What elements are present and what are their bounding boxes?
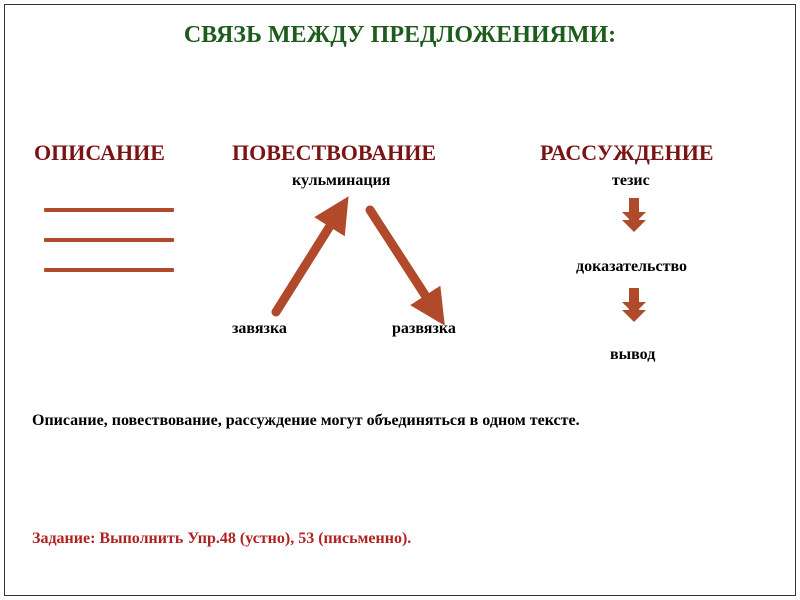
- slide-title: СВЯЗЬ МЕЖДУ ПРЕДЛОЖЕНИЯМИ:: [0, 22, 800, 49]
- arrow-proof-to-conclusion: [620, 288, 648, 322]
- label-thesis: тезис: [612, 172, 650, 190]
- column-header-description: ОПИСАНИЕ: [34, 140, 165, 166]
- label-conclusion: вывод: [610, 346, 655, 364]
- arrow-thesis-to-proof: [620, 198, 648, 232]
- column-header-narration: ПОВЕСТВОВАНИЕ: [232, 140, 436, 166]
- label-proof: доказательство: [576, 258, 687, 276]
- description-line: [44, 208, 174, 212]
- task-text: Задание: Выполнить Упр.48 (устно), 53 (п…: [32, 530, 411, 548]
- arrow-setup-to-culmination: [256, 190, 360, 332]
- label-culmination: кульминация: [292, 172, 390, 190]
- summary-text: Описание, повествование, рассуждение мог…: [32, 412, 580, 430]
- description-line: [44, 268, 174, 272]
- description-line: [44, 238, 174, 242]
- column-header-reasoning: РАССУЖДЕНИЕ: [540, 140, 714, 166]
- arrow-culmination-to-resolution: [350, 190, 456, 332]
